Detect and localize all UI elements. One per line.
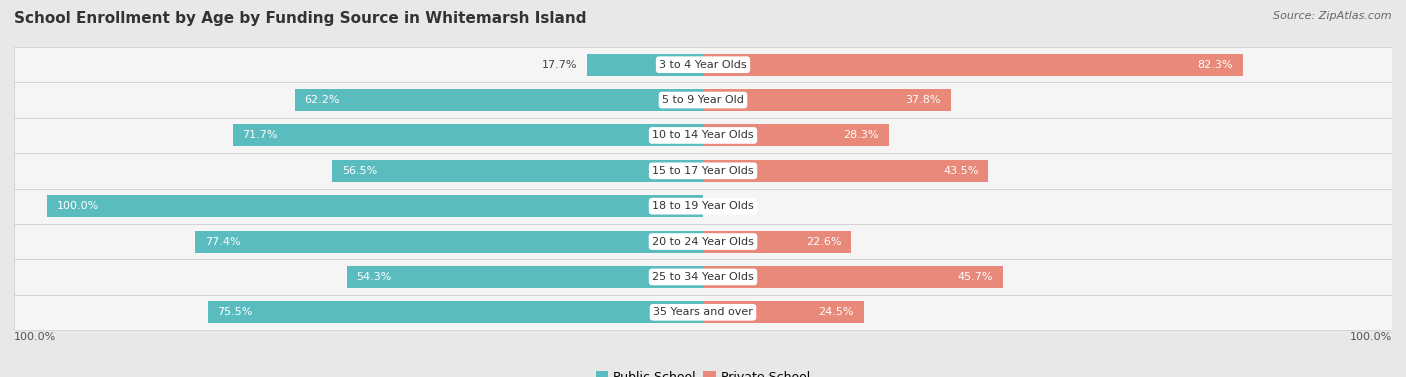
Text: 20 to 24 Year Olds: 20 to 24 Year Olds <box>652 236 754 247</box>
Text: 0.0%: 0.0% <box>713 201 741 211</box>
Bar <box>14 118 1392 153</box>
Bar <box>586 54 703 76</box>
Text: 5 to 9 Year Old: 5 to 9 Year Old <box>662 95 744 105</box>
Text: 18 to 19 Year Olds: 18 to 19 Year Olds <box>652 201 754 211</box>
Text: 22.6%: 22.6% <box>806 236 841 247</box>
Text: Source: ZipAtlas.com: Source: ZipAtlas.com <box>1274 11 1392 21</box>
Bar <box>14 47 1392 83</box>
Bar <box>46 195 703 217</box>
Bar <box>14 153 1392 188</box>
Text: 37.8%: 37.8% <box>905 95 941 105</box>
Bar <box>14 224 1392 259</box>
Bar <box>14 259 1392 294</box>
Bar <box>703 231 851 253</box>
Bar <box>703 89 950 111</box>
Bar <box>347 266 703 288</box>
Text: 17.7%: 17.7% <box>541 60 576 70</box>
Text: 62.2%: 62.2% <box>305 95 340 105</box>
Bar <box>14 294 1392 330</box>
Text: 71.7%: 71.7% <box>242 130 278 141</box>
Bar <box>295 89 703 111</box>
Bar <box>703 54 1243 76</box>
Text: 35 Years and over: 35 Years and over <box>652 307 754 317</box>
Bar <box>703 266 1002 288</box>
Text: 24.5%: 24.5% <box>818 307 853 317</box>
Text: 100.0%: 100.0% <box>1350 332 1392 342</box>
Text: 43.5%: 43.5% <box>943 166 979 176</box>
Text: School Enrollment by Age by Funding Source in Whitemarsh Island: School Enrollment by Age by Funding Sour… <box>14 11 586 26</box>
Text: 10 to 14 Year Olds: 10 to 14 Year Olds <box>652 130 754 141</box>
Text: 25 to 34 Year Olds: 25 to 34 Year Olds <box>652 272 754 282</box>
Bar <box>232 124 703 146</box>
Text: 3 to 4 Year Olds: 3 to 4 Year Olds <box>659 60 747 70</box>
Text: 82.3%: 82.3% <box>1198 60 1233 70</box>
Bar <box>703 124 889 146</box>
Text: 28.3%: 28.3% <box>844 130 879 141</box>
Text: 77.4%: 77.4% <box>205 236 240 247</box>
Bar <box>703 301 863 323</box>
Bar <box>195 231 703 253</box>
Text: 56.5%: 56.5% <box>342 166 377 176</box>
Text: 15 to 17 Year Olds: 15 to 17 Year Olds <box>652 166 754 176</box>
Text: 45.7%: 45.7% <box>957 272 993 282</box>
Text: 54.3%: 54.3% <box>357 272 392 282</box>
Bar <box>14 83 1392 118</box>
Text: 75.5%: 75.5% <box>218 307 253 317</box>
Bar <box>703 160 988 182</box>
Text: 100.0%: 100.0% <box>14 332 56 342</box>
Legend: Public School, Private School: Public School, Private School <box>591 366 815 377</box>
Bar <box>14 188 1392 224</box>
Text: 100.0%: 100.0% <box>56 201 98 211</box>
Bar <box>208 301 703 323</box>
Bar <box>332 160 703 182</box>
